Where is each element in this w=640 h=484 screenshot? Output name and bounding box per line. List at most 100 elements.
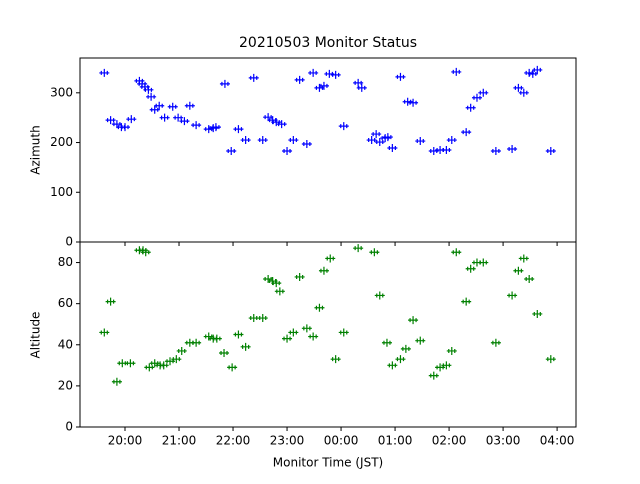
marker xyxy=(314,83,325,92)
marker xyxy=(99,68,110,77)
marker xyxy=(105,116,116,125)
marker xyxy=(371,130,382,139)
marker xyxy=(120,123,131,132)
marker xyxy=(159,113,170,122)
marker xyxy=(428,371,439,380)
marker xyxy=(248,314,259,323)
marker xyxy=(191,338,202,347)
marker xyxy=(478,258,489,267)
marker xyxy=(545,146,556,155)
marker xyxy=(545,355,556,364)
marker xyxy=(338,122,349,131)
x-tick-label: 03:00 xyxy=(486,434,521,448)
marker xyxy=(318,266,329,275)
y-tick-label: 20 xyxy=(58,378,73,392)
marker xyxy=(138,246,149,255)
marker xyxy=(369,248,380,257)
marker xyxy=(257,136,268,145)
marker xyxy=(99,328,110,337)
marker xyxy=(513,83,524,92)
marker xyxy=(276,120,287,129)
x-tick-label: 23:00 xyxy=(270,434,305,448)
marker xyxy=(171,355,182,364)
marker xyxy=(395,355,406,364)
y-axis-label: Altitude xyxy=(29,312,43,359)
marker xyxy=(446,136,457,145)
marker xyxy=(382,133,393,142)
marker xyxy=(191,121,202,130)
marker xyxy=(395,72,406,81)
marker xyxy=(125,359,136,368)
y-axis-label: Azimuth xyxy=(29,125,43,174)
marker xyxy=(154,101,165,110)
x-tick-label: 01:00 xyxy=(378,434,413,448)
marker xyxy=(353,78,364,87)
marker xyxy=(111,120,122,129)
marker xyxy=(203,125,214,134)
marker xyxy=(167,102,178,111)
marker xyxy=(227,363,238,372)
marker xyxy=(137,79,148,88)
marker xyxy=(353,244,364,253)
marker xyxy=(532,65,543,74)
marker xyxy=(233,330,244,339)
y-tick-label: 60 xyxy=(58,296,73,310)
marker xyxy=(532,309,543,318)
marker xyxy=(105,297,116,306)
marker xyxy=(330,70,341,79)
marker xyxy=(301,140,312,149)
marker xyxy=(451,248,462,257)
marker xyxy=(381,338,392,347)
marker xyxy=(408,316,419,325)
marker xyxy=(387,361,398,370)
marker xyxy=(400,344,411,353)
marker xyxy=(134,76,145,85)
marker xyxy=(294,272,305,281)
marker xyxy=(461,297,472,306)
y-tick-label: 200 xyxy=(50,135,73,149)
marker xyxy=(461,128,472,137)
marker xyxy=(165,357,176,366)
marker xyxy=(184,101,195,110)
marker xyxy=(210,123,221,132)
x-tick-label: 21:00 xyxy=(162,434,197,448)
marker xyxy=(387,144,398,153)
marker xyxy=(471,258,482,267)
marker xyxy=(143,85,154,94)
marker xyxy=(518,88,529,97)
marker xyxy=(402,97,413,106)
marker xyxy=(507,291,518,300)
marker xyxy=(366,136,377,145)
marker xyxy=(435,146,446,154)
marker xyxy=(478,88,489,97)
marker xyxy=(149,359,160,368)
marker xyxy=(146,92,157,101)
marker xyxy=(465,264,476,273)
marker xyxy=(288,136,299,145)
marker xyxy=(441,361,452,370)
marker xyxy=(513,266,524,275)
marker xyxy=(139,82,150,91)
x-tick-label: 22:00 xyxy=(216,434,251,448)
marker xyxy=(330,355,341,364)
marker xyxy=(374,138,385,147)
marker xyxy=(415,336,426,345)
marker xyxy=(524,275,535,283)
marker xyxy=(149,105,160,114)
marker xyxy=(490,146,501,155)
y-tick-label: 300 xyxy=(50,85,73,99)
marker xyxy=(274,287,285,296)
marker xyxy=(490,338,501,347)
marker xyxy=(117,359,128,368)
marker xyxy=(179,117,190,126)
marker xyxy=(324,69,335,78)
marker xyxy=(471,93,482,102)
x-tick-label: 20:00 xyxy=(108,434,143,448)
axes-frame xyxy=(79,241,577,428)
marker xyxy=(271,279,282,288)
marker xyxy=(338,328,349,337)
marker xyxy=(446,346,457,355)
marker xyxy=(240,342,251,351)
marker xyxy=(219,79,230,88)
marker xyxy=(441,146,452,154)
